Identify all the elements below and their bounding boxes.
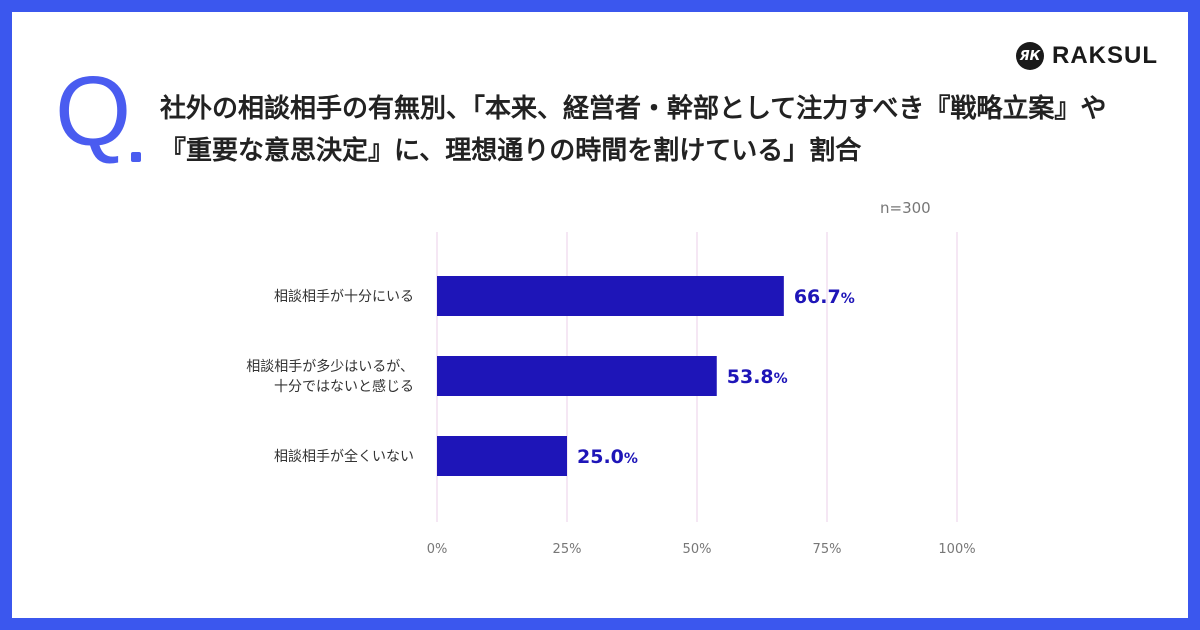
category-label-1: 相談相手が多少はいるが、十分ではないと感じる	[246, 358, 414, 395]
question-dot	[131, 152, 141, 162]
raksul-logo-icon: ЯК	[1016, 42, 1044, 70]
chart-tick-labels: 0% 25% 50% 75% 100%	[427, 542, 976, 557]
chart-category-labels: 相談相手が十分にいる相談相手が多少はいるが、十分ではないと感じる相談相手が全くい…	[246, 289, 414, 465]
value-label-0: 66.7%	[794, 286, 855, 308]
brand-name: RAKSUL	[1052, 42, 1158, 69]
chart-value-labels: 66.7% 53.8% 25.0%	[577, 286, 855, 468]
question-text: 社外の相談相手の有無別、「本来、経営者・幹部として注力すべき『戦略立案』や『重要…	[160, 94, 1107, 166]
bar-0	[437, 276, 784, 316]
tick-label-0: 0%	[427, 542, 448, 557]
bar-2	[437, 436, 567, 476]
tick-label-75: 75%	[813, 542, 842, 557]
bar-1	[437, 356, 717, 396]
tick-label-50: 50%	[683, 542, 712, 557]
category-label-2: 相談相手が全くいない	[274, 448, 414, 465]
category-label-0: 相談相手が十分にいる	[274, 289, 414, 305]
brand-logo: ЯК RAKSUL	[1016, 42, 1158, 70]
value-label-2: 25.0%	[577, 446, 638, 468]
tick-label-25: 25%	[553, 542, 582, 557]
question-mark-q: Q	[55, 56, 132, 166]
tick-label-100: 100%	[938, 542, 975, 557]
value-label-1: 53.8%	[727, 366, 788, 388]
chart-bars	[437, 276, 784, 476]
sample-size: n=300	[880, 199, 931, 217]
